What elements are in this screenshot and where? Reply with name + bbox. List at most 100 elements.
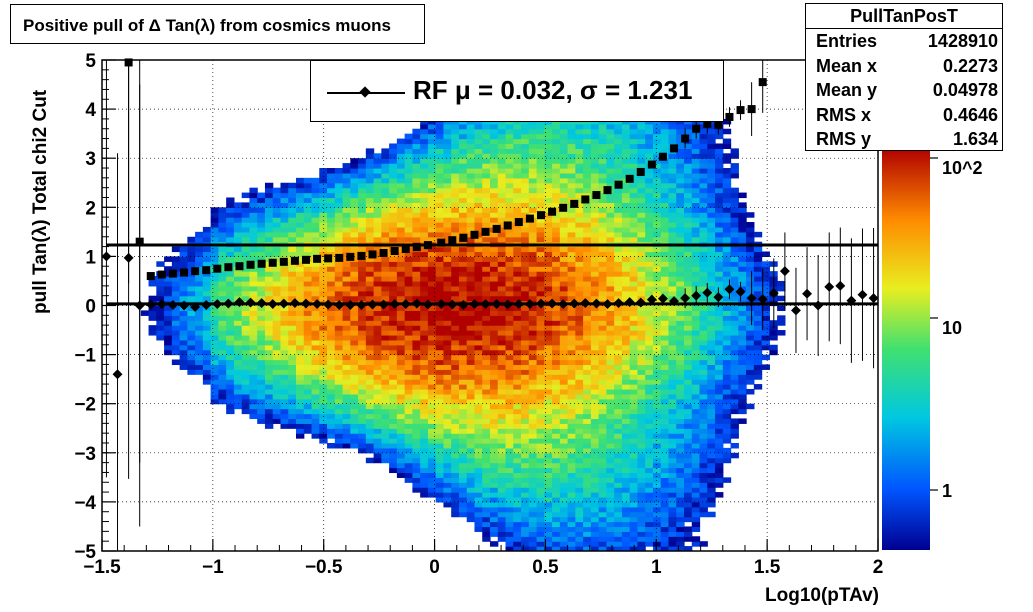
mean-point [547, 298, 558, 309]
sigma-point [448, 236, 457, 245]
mean-point [691, 290, 702, 301]
mean-point [613, 298, 624, 308]
sigma-point [246, 260, 255, 269]
sigma-point [290, 256, 299, 265]
mean-point [846, 295, 857, 306]
mean-point [245, 297, 256, 308]
mean-point [112, 369, 123, 380]
y-tick-label: −2 [74, 395, 96, 416]
y-tick-label: −3 [74, 444, 96, 465]
stats-key: Mean y [816, 80, 878, 100]
y-tick-label: 5 [85, 51, 96, 72]
stats-key: RMS x [816, 104, 872, 125]
mean-point [491, 299, 502, 309]
mean-point [757, 294, 768, 305]
sigma-point [758, 78, 767, 87]
mean-point [156, 299, 167, 309]
mean-point [278, 298, 289, 309]
stats-value: 0.04978 [932, 80, 998, 100]
mean-point [312, 299, 323, 309]
y-tick-label: 2 [85, 198, 96, 219]
sigma-point [525, 214, 534, 223]
x-axis-label: Log10(pTAv) [765, 585, 879, 606]
x-tick-label: 2 [873, 557, 884, 578]
y-axis-label: pull Tan(λ) Total chi2 Cut [30, 89, 51, 314]
sigma-point [581, 195, 590, 204]
mean-point [179, 300, 189, 311]
mean-point [857, 289, 868, 300]
mean-point [123, 252, 134, 263]
mean-point [134, 300, 145, 311]
mean-point [436, 299, 447, 309]
axis-ticks: −1.5 −1 −0.5 0 0.5 1 1.5 2 −5 −4 −3 −2 −1 0 1 2 3 4 5 [74, 51, 883, 578]
fit-legend-text: RF μ = 0.032, σ = 1.231 [413, 75, 693, 105]
sigma-point [202, 266, 211, 275]
sigma-point [725, 112, 734, 121]
mean-point [802, 288, 813, 299]
sigma-point [492, 224, 501, 233]
mean-point [389, 299, 400, 309]
stats-value: 0.4646 [942, 104, 998, 125]
sigma-point [124, 58, 133, 67]
sigma-point [559, 203, 568, 212]
mean-point [735, 286, 746, 297]
sigma-point [180, 268, 189, 277]
x-tick-label: 0 [429, 557, 440, 578]
mean-point [256, 298, 267, 308]
mean-point [657, 293, 668, 304]
sigma-point [301, 255, 310, 264]
sigma-point [191, 267, 200, 276]
sigma-point [423, 241, 432, 250]
profile-markers [101, 58, 879, 380]
stats-key: Entries [816, 31, 878, 51]
sigma-point [658, 152, 667, 161]
mean-point [558, 299, 569, 309]
mean-point [569, 298, 580, 309]
sigma-point [279, 257, 288, 266]
y-tick-label: 4 [85, 100, 96, 121]
mean-point [167, 300, 178, 310]
mean-point [201, 300, 212, 310]
sigma-point [481, 227, 490, 236]
mean-point [580, 298, 591, 308]
fit-legend: RF μ = 0.032, σ = 1.231 [310, 60, 724, 122]
sigma-point [224, 263, 233, 272]
plot-title: Positive pull of Δ Tan(λ) from cosmics m… [23, 16, 392, 35]
mean-point [502, 299, 513, 310]
mean-point [212, 299, 223, 309]
color-scale-bar [882, 148, 930, 550]
sigma-point [146, 272, 155, 281]
mean-point [524, 299, 535, 309]
mean-point [513, 299, 524, 309]
sigma-point [503, 221, 512, 230]
stats-name: PullTanPosT [806, 4, 1002, 29]
y-tick-label: −4 [74, 493, 96, 514]
sigma-point [379, 248, 388, 257]
mean-point [289, 298, 300, 308]
mean-point [411, 298, 422, 309]
mean-point [536, 298, 546, 309]
sigma-point [592, 191, 601, 200]
sigma-point [747, 105, 756, 114]
mean-point [447, 299, 458, 310]
mean-point [702, 287, 713, 298]
x-tick-label: −0.5 [305, 557, 343, 578]
mean-point [480, 299, 491, 309]
legend-marker-icon [359, 86, 371, 98]
mean-point [145, 299, 156, 310]
sigma-point [313, 254, 322, 263]
sigma-point [437, 238, 446, 247]
mean-point [356, 300, 367, 310]
mean-point [190, 302, 201, 312]
sigma-point [346, 252, 355, 261]
mean-point [835, 280, 846, 291]
stats-key: Mean x [816, 55, 878, 76]
sigma-point [703, 119, 712, 128]
mean-point [345, 300, 356, 310]
mean-point [422, 299, 433, 310]
sigma-point [603, 186, 612, 195]
sigma-point [692, 124, 701, 133]
mean-point [591, 298, 602, 309]
mean-point [378, 299, 389, 310]
sigma-point [670, 144, 679, 153]
